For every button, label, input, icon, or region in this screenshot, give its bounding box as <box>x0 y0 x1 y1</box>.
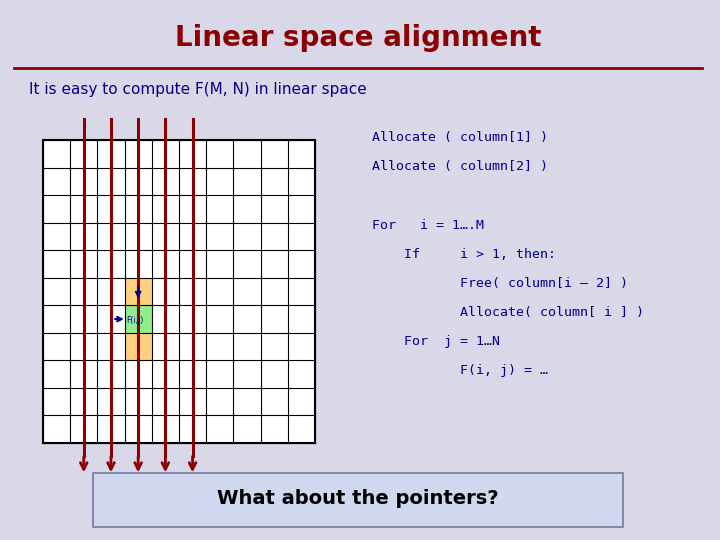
Text: Free( column[i – 2] ): Free( column[i – 2] ) <box>372 277 629 290</box>
Bar <box>125 305 152 333</box>
Text: Linear space alignment: Linear space alignment <box>175 24 541 52</box>
Text: Allocate( column[ i ] ): Allocate( column[ i ] ) <box>372 306 644 319</box>
Text: F(i, j) = …: F(i, j) = … <box>372 364 548 377</box>
Text: It is easy to compute F(M, N) in linear space: It is easy to compute F(M, N) in linear … <box>29 82 366 97</box>
Text: Allocate ( column[2] ): Allocate ( column[2] ) <box>372 160 548 173</box>
Bar <box>125 305 152 333</box>
Bar <box>125 333 152 360</box>
Text: F(i,j): F(i,j) <box>127 316 144 325</box>
Text: What about the pointers?: What about the pointers? <box>217 489 499 508</box>
Bar <box>125 278 152 305</box>
Text: If     i > 1, then:: If i > 1, then: <box>372 248 557 261</box>
Text: For  j = 1…N: For j = 1…N <box>372 335 500 348</box>
Bar <box>93 472 623 526</box>
Text: Allocate ( column[1] ): Allocate ( column[1] ) <box>372 131 548 144</box>
Bar <box>43 140 315 443</box>
Text: For   i = 1….M: For i = 1….M <box>372 219 485 232</box>
